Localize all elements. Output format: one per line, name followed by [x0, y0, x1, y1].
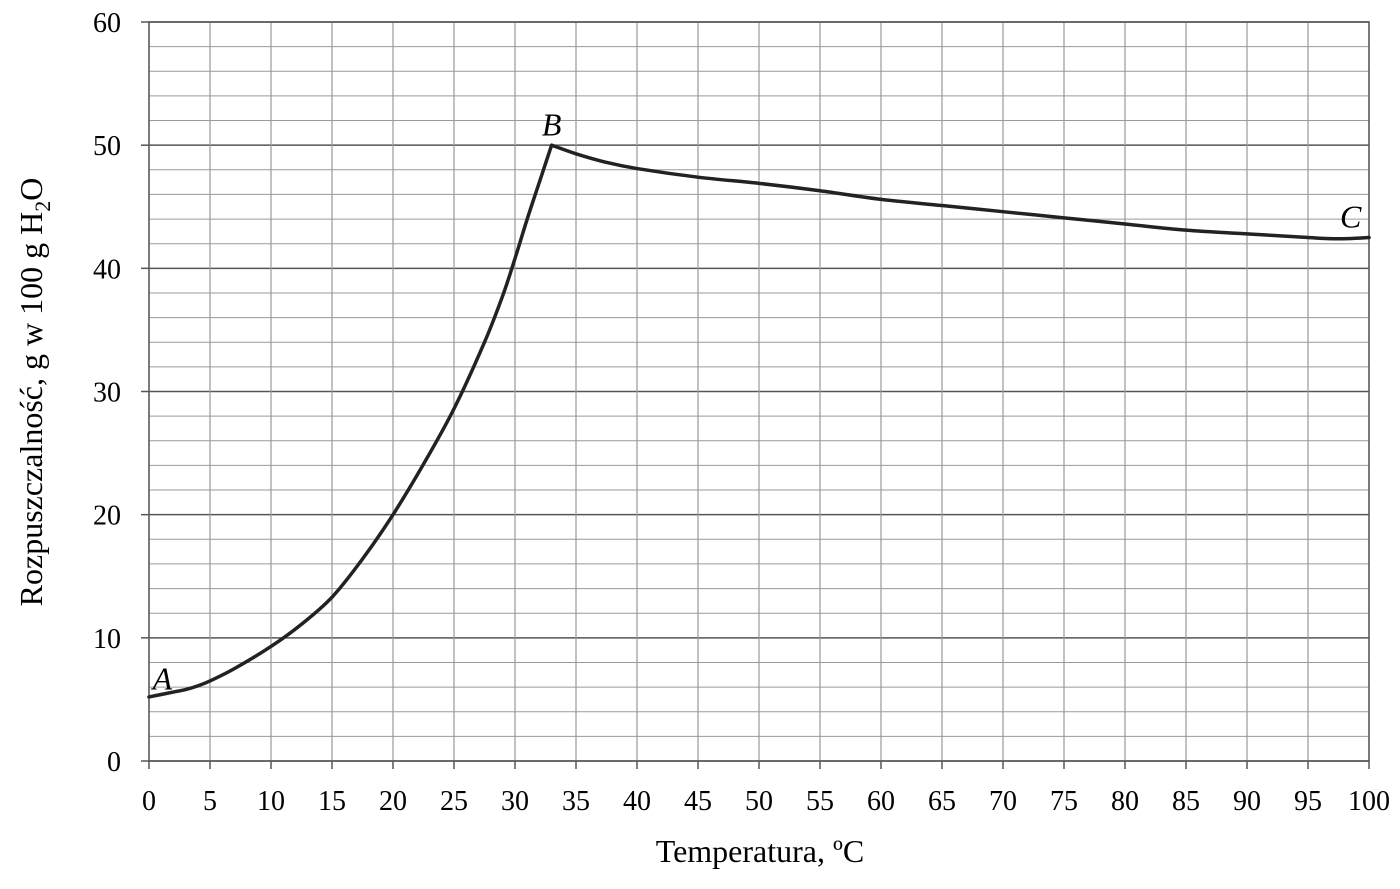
- x-tick-label: 15: [318, 786, 346, 817]
- x-tick-label: 55: [806, 786, 834, 817]
- x-tick-label: 75: [1050, 786, 1078, 817]
- x-tick-label: 35: [562, 786, 590, 817]
- y-tick-label: 20: [93, 501, 121, 532]
- x-tick-label: 20: [379, 786, 407, 817]
- x-tick-label: 45: [684, 786, 712, 817]
- x-tick-label: 10: [257, 786, 285, 817]
- annotation-a: A: [151, 661, 173, 697]
- x-tick-label: 5: [203, 786, 217, 817]
- x-tick-label: 80: [1111, 786, 1139, 817]
- x-tick-label: 100: [1348, 786, 1390, 817]
- x-tick-label: 50: [745, 786, 773, 817]
- y-tick-label: 40: [93, 254, 121, 285]
- y-axis-title-subscript: 2: [30, 201, 55, 212]
- x-axis-title: Temperatura, ºC: [656, 833, 864, 869]
- x-tick-label: 65: [928, 786, 956, 817]
- solubility-curve: [147, 143, 1371, 699]
- x-tick-label: 90: [1233, 786, 1261, 817]
- point-annotations: A B C: [151, 106, 1362, 696]
- y-tick-labels: 0 10 20 30 40 50 60: [93, 8, 121, 778]
- x-tick-label: 0: [142, 786, 156, 817]
- x-tick-label: 85: [1172, 786, 1200, 817]
- x-tick-label: 60: [867, 786, 895, 817]
- x-tick-label: 25: [440, 786, 468, 817]
- x-tick-label: 30: [501, 786, 529, 817]
- y-tick-label: 0: [107, 747, 121, 778]
- x-tick-label: 40: [623, 786, 651, 817]
- x-tick-label: 95: [1294, 786, 1322, 817]
- annotation-c: C: [1340, 199, 1362, 235]
- plot-frame: [148, 21, 1370, 762]
- annotation-b: B: [542, 106, 562, 142]
- x-tick-labels: 0 5 10 15 20 25 30 35 40 45 50 55 60 65 70 75 80 85 90 95 10…: [142, 786, 1390, 817]
- y-tick-label: 60: [93, 8, 121, 39]
- major-gridlines: [141, 21, 1370, 769]
- x-tick-label: 70: [989, 786, 1017, 817]
- y-tick-label: 30: [93, 378, 121, 409]
- y-tick-label: 50: [93, 131, 121, 162]
- y-axis-title: Rozpuszczalność, g w 100 g H2O: [13, 178, 55, 607]
- y-axis-title-main: Rozpuszczalność, g w 100 g H: [13, 212, 49, 607]
- y-axis-title-end: O: [13, 178, 49, 201]
- y-tick-label: 10: [93, 624, 121, 655]
